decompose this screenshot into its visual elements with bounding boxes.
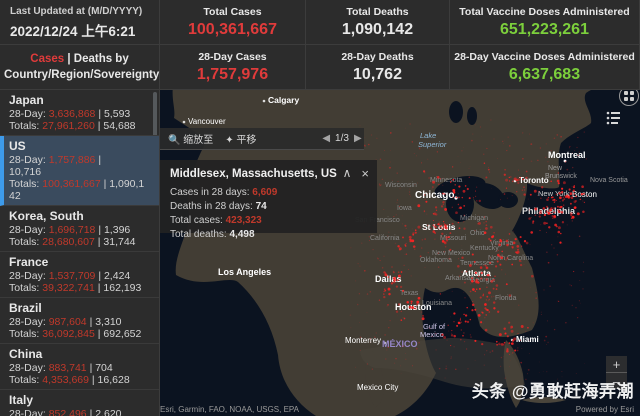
- svg-text:Miami: Miami: [516, 335, 539, 344]
- svg-text:Michigan: Michigan: [460, 215, 488, 222]
- svg-text:Mexico City: Mexico City: [357, 383, 398, 392]
- svg-text:Oklahoma: Oklahoma: [420, 257, 452, 264]
- svg-text:Calgary: Calgary: [268, 95, 299, 105]
- svg-text:Nova Scotia: Nova Scotia: [590, 177, 628, 184]
- svg-text:Montreal: Montreal: [548, 150, 586, 160]
- svg-text:Chicago: Chicago: [415, 190, 454, 201]
- svg-text:Florida: Florida: [495, 295, 517, 302]
- svg-text:Superior: Superior: [418, 140, 447, 149]
- svg-text:Vancouver: Vancouver: [188, 117, 226, 126]
- svg-text:Brunswick: Brunswick: [545, 173, 577, 180]
- svg-text:Ohio: Ohio: [470, 230, 485, 237]
- svg-text:MÉXICO: MÉXICO: [382, 339, 418, 349]
- svg-text:Los Angeles: Los Angeles: [218, 267, 271, 277]
- svg-text:Mexico: Mexico: [420, 330, 444, 339]
- svg-text:New: New: [548, 165, 563, 172]
- svg-text:Iowa: Iowa: [397, 205, 412, 212]
- svg-text:Louisiana: Louisiana: [422, 300, 452, 307]
- svg-text:California: California: [370, 235, 400, 242]
- svg-text:North Carolina: North Carolina: [488, 255, 533, 262]
- svg-text:Dallas: Dallas: [375, 274, 402, 284]
- svg-text:Wisconsin: Wisconsin: [385, 182, 417, 189]
- svg-text:Lake: Lake: [420, 131, 436, 140]
